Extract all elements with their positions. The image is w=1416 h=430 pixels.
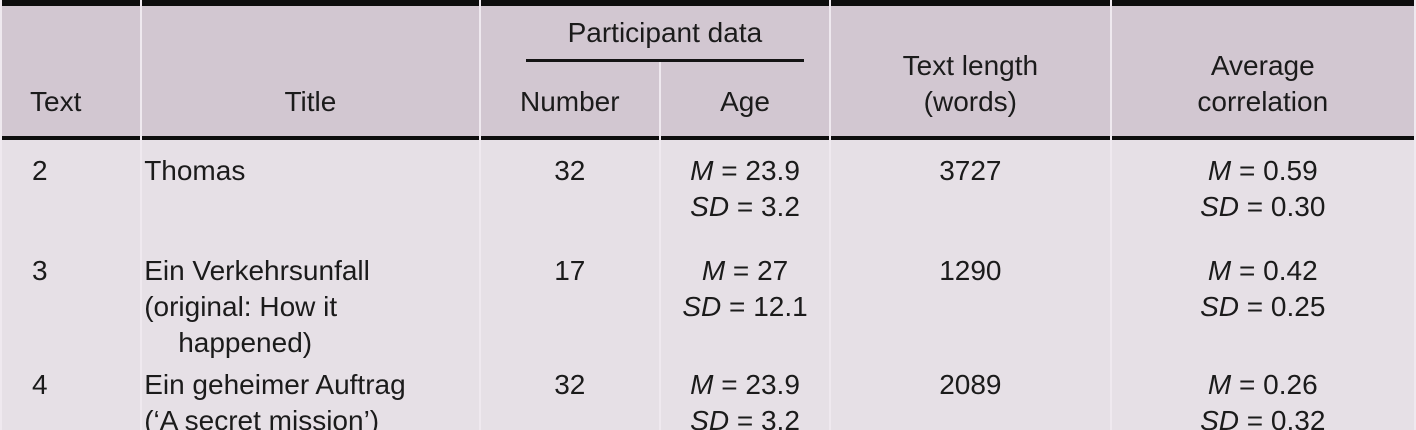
cell-text-number: 3 bbox=[2, 249, 141, 365]
column-group-participant-data: Participant data bbox=[480, 0, 830, 62]
cell-participant-number: 17 bbox=[480, 249, 659, 365]
cell-average-correlation: M = 0.26 SD = 0.32 bbox=[1111, 365, 1414, 430]
column-header-number: Number bbox=[480, 62, 659, 140]
table-header: Text Title Participant data Text length … bbox=[2, 0, 1414, 140]
stat-line: SD = 0.30 bbox=[1200, 191, 1326, 222]
title-line: Ein geheimer Auftrag bbox=[144, 369, 406, 400]
table-body: 2 Thomas 32 M = 23.9 SD = 3.2 3727 M = 0.59 SD … bbox=[2, 140, 1414, 430]
stat-variable: SD bbox=[690, 405, 730, 430]
stat-variable: SD bbox=[682, 291, 722, 322]
column-header-average-correlation: Average correlation bbox=[1111, 0, 1414, 140]
stat-line: SD = 0.25 bbox=[1200, 291, 1326, 322]
cell-text-number: 2 bbox=[2, 140, 141, 249]
stat-line: M = 23.9 bbox=[690, 369, 800, 400]
title-line: (‘A secret mission’) bbox=[144, 405, 380, 430]
stat-variable: M bbox=[1207, 155, 1232, 186]
stat-variable: M bbox=[1207, 369, 1232, 400]
title-line: Thomas bbox=[144, 155, 246, 186]
text-length-line2: (words) bbox=[923, 86, 1018, 117]
text-length-line1: Text length bbox=[902, 50, 1039, 81]
stat-variable: M bbox=[690, 155, 714, 186]
stat-line: M = 0.59 bbox=[1207, 155, 1318, 186]
stat-line: SD = 12.1 bbox=[682, 291, 808, 322]
cell-text-length: 2089 bbox=[831, 365, 1110, 430]
column-header-text: Text bbox=[2, 0, 141, 140]
cell-participant-age: M = 27 SD = 12.1 bbox=[660, 249, 830, 365]
column-header-text-length: Text length (words) bbox=[831, 0, 1110, 140]
title-line: happened) bbox=[178, 327, 313, 358]
cell-text-length: 3727 bbox=[831, 140, 1110, 249]
cell-title: Ein Verkehrsunfall (original: How it happe… bbox=[142, 249, 479, 365]
header-row-sub: Number Age bbox=[2, 62, 1414, 140]
participant-data-label: Participant data bbox=[525, 9, 805, 62]
stat-line: SD = 0.32 bbox=[1112, 403, 1414, 430]
column-header-age: Age bbox=[660, 62, 830, 140]
stat-variable: M bbox=[701, 255, 726, 286]
stat-line: M = 0.42 bbox=[1207, 255, 1318, 286]
cell-title: Ein geheimer Auftrag (‘A secret mission’) bbox=[142, 365, 479, 430]
header-row-top: Text Title Participant data Text length … bbox=[2, 0, 1414, 140]
stat-line: M = 27 bbox=[701, 255, 789, 286]
title-line: (original: How it bbox=[144, 291, 338, 322]
stat-line: M = 0.26 bbox=[1207, 369, 1318, 400]
stat-variable: SD bbox=[690, 191, 730, 222]
cell-title: Thomas bbox=[142, 140, 479, 249]
stat-variable: SD bbox=[1200, 291, 1240, 322]
stat-variable: M bbox=[1207, 255, 1232, 286]
title-line: Ein Verkehrsunfall bbox=[144, 255, 370, 286]
stat-line: M = 23.9 bbox=[690, 155, 800, 186]
cell-average-correlation: M = 0.59 SD = 0.30 bbox=[1111, 140, 1414, 249]
table-row: 2 Thomas 32 M = 23.9 SD = 3.2 3727 M = 0.59 SD … bbox=[2, 140, 1414, 249]
stat-variable: SD bbox=[1200, 191, 1240, 222]
stat-line: SD = 3.2 bbox=[661, 403, 829, 430]
average-correlation-line1: Average bbox=[1210, 50, 1315, 81]
cell-participant-age: M = 23.9 SD = 3.2 bbox=[660, 365, 830, 430]
column-header-title: Title bbox=[142, 0, 479, 140]
cell-participant-number: 32 bbox=[480, 140, 659, 249]
stat-variable: SD bbox=[1200, 405, 1240, 430]
cell-text-length: 1290 bbox=[831, 249, 1110, 365]
stat-variable: M bbox=[690, 369, 714, 400]
cell-participant-age: M = 23.9 SD = 3.2 bbox=[660, 140, 830, 249]
cell-participant-number: 32 bbox=[480, 365, 659, 430]
table-row: 4 Ein geheimer Auftrag (‘A secret mission’… bbox=[2, 365, 1414, 430]
cell-text-number: 4 bbox=[2, 365, 141, 430]
stat-line: SD = 3.2 bbox=[690, 191, 800, 222]
average-correlation-line2: correlation bbox=[1197, 86, 1329, 117]
cell-average-correlation: M = 0.42 SD = 0.25 bbox=[1111, 249, 1414, 365]
table-row: 3 Ein Verkehrsunfall (original: How it happ… bbox=[2, 249, 1414, 365]
